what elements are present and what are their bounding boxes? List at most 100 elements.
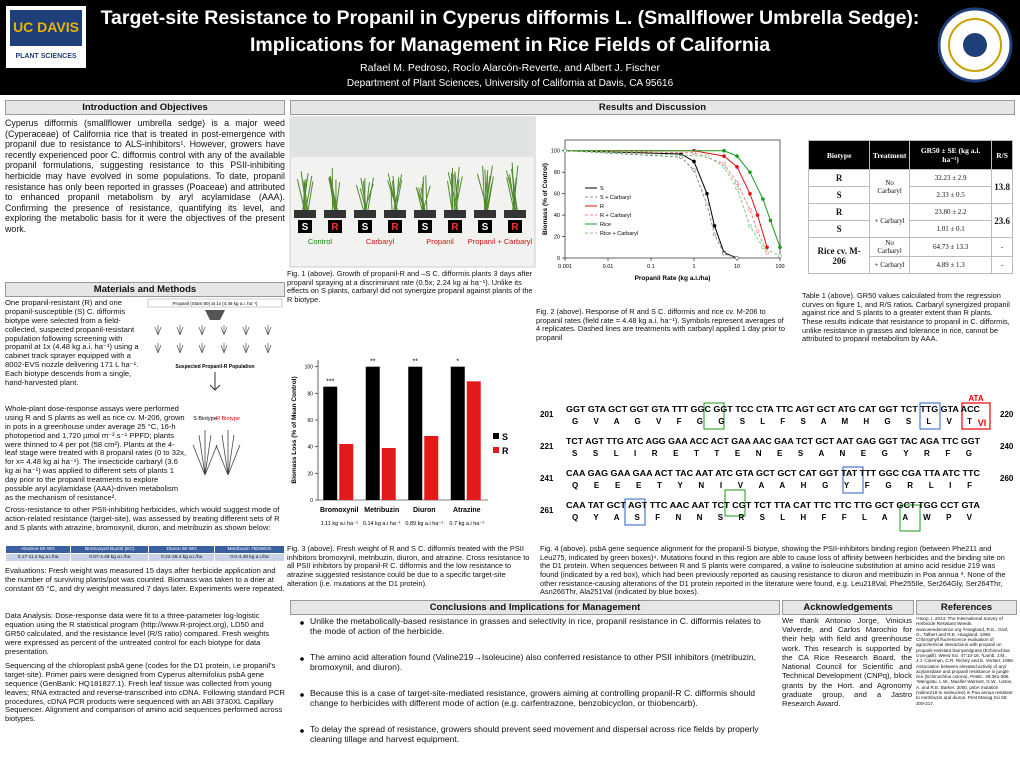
- legend-label: S: [600, 186, 604, 192]
- y-tick-label: 80: [554, 170, 560, 176]
- dose-label: 0.89 kg a.i ha⁻¹: [405, 521, 443, 527]
- nucleotides: GGT GTA GCT GGT GTA TTT GGC GGT TCC CTA …: [566, 405, 980, 414]
- bar: [408, 366, 423, 500]
- nucleotides: CAA GAG GAA GAA ACT TAC AAT ATC GTA GCT …: [566, 469, 980, 478]
- bullet: [300, 729, 304, 733]
- pot-label-box: [358, 220, 372, 233]
- binding-box: [899, 504, 921, 532]
- x-axis-label: Propanil Rate (kg a.i./ha): [635, 275, 711, 282]
- x-tick-label: 100: [775, 264, 784, 270]
- x-tick-label: Atrazine: [453, 507, 481, 514]
- bar: [323, 386, 338, 500]
- pot-label-box: [478, 220, 492, 233]
- significance: **: [370, 359, 376, 366]
- table-cell: 0.22-28.4 kg a.i./ha: [148, 553, 215, 562]
- bullet-text: Unlike the metabolically-based resistanc…: [310, 617, 761, 636]
- pot: [414, 210, 436, 218]
- paragraph: ¹Hoop, I. 2014. The International Survey…: [916, 616, 1015, 706]
- gr50-table: Biotype Treatment GR50 ± SE (kg a.i. ha⁻¹)…: [807, 140, 1013, 274]
- diagram-label: Suspected Propanil-R Population: [175, 364, 254, 370]
- plant-icon: [154, 325, 162, 336]
- y-tick-label: 0: [557, 256, 560, 262]
- table-cell: 23.6: [991, 203, 1013, 238]
- table-cell: + Carbaryl: [869, 203, 911, 238]
- table-cell: -: [991, 256, 1013, 274]
- paragraph: Cross-resistance to other PSII-inhibitin…: [5, 506, 280, 532]
- table-cell: Bromoxynil Buctril (EC): [70, 545, 150, 554]
- mutation-box: [961, 402, 991, 430]
- y-tick-label: 60: [307, 418, 313, 424]
- pot: [384, 210, 406, 218]
- plant-icon: [220, 343, 228, 354]
- nucleotides: CAA TAT GCT AGT TTC AAC AAT TCT CGT TCT …: [566, 501, 980, 510]
- table-cell: 23.80 ± 2.2: [909, 203, 993, 221]
- y-axis-label: Biomass (% of Control): [542, 163, 549, 235]
- leaf: [355, 184, 365, 213]
- y-tick-label: 40: [307, 445, 313, 451]
- authors: Rafael M. Pedroso, Rocío Alarcón-Reverte…: [360, 62, 660, 74]
- fig4: ATA VI 201 220 GGT GTA GCT GGT GTA TTT GGC G…: [540, 394, 1014, 532]
- pot-label: S: [302, 222, 309, 233]
- significance: **: [413, 359, 419, 366]
- x-tick-label: 0.01: [603, 264, 614, 270]
- point: [679, 155, 683, 159]
- fig1-plants: [294, 162, 526, 218]
- y-tick-label: 100: [551, 149, 560, 155]
- binding-box: [703, 402, 725, 430]
- point: [692, 159, 696, 164]
- bullet: [300, 693, 304, 697]
- significance: ***: [326, 379, 334, 386]
- caption: Fig. 4 (above). psbA gene sequence align…: [540, 545, 1006, 597]
- group-label: Control: [308, 237, 333, 246]
- leaf: [329, 182, 336, 213]
- plant-icon: [198, 343, 206, 354]
- table-cell: Metribuzin 75DWDG: [214, 545, 285, 554]
- section-heading: Materials and Methods: [5, 282, 285, 297]
- x-tick-label: Metribuzin: [364, 507, 399, 514]
- pot: [294, 210, 316, 218]
- point: [705, 191, 709, 196]
- table-cell: R: [807, 203, 871, 221]
- pot-label-box: [328, 220, 342, 233]
- position: 220: [1000, 410, 1014, 419]
- paragraph: Whole-plant dose-response assays were pe…: [5, 405, 187, 502]
- nucleotides: TCT AGT TTG ATC AGG GAA ACC ACT GAA AAC …: [566, 437, 980, 446]
- y-tick-label: 20: [554, 235, 560, 241]
- position: 241: [540, 474, 554, 483]
- pot-label-box: [508, 220, 522, 233]
- leaf: [511, 162, 516, 213]
- plot-area: [564, 139, 781, 259]
- point: [761, 197, 765, 201]
- table-header: Biotype: [807, 140, 871, 170]
- point: [768, 218, 773, 223]
- plant-icon: [264, 325, 272, 336]
- table-cell: -: [991, 237, 1013, 257]
- table-cell: 0.07-4.48 kg a.i./ha: [70, 553, 150, 562]
- y-tick-label: 20: [307, 471, 313, 477]
- logo-text: UC DAVIS: [13, 19, 79, 35]
- legend-label: R: [502, 446, 509, 456]
- point: [735, 186, 739, 191]
- point: [748, 207, 752, 212]
- leaf: [454, 171, 458, 213]
- significance: *: [456, 359, 459, 366]
- fig1: S R S R S R S R Control Carbaryl Propanil Propanil …: [298, 220, 533, 246]
- table-cell: No Carbaryl: [869, 237, 911, 257]
- caption: Fig. 1 (above). Growth of propanil-R and…: [287, 270, 533, 304]
- bar: [381, 448, 396, 500]
- table-cell: No Carbaryl: [869, 169, 911, 204]
- table-header: GR50 ± SE (kg a.i. ha⁻¹): [909, 140, 993, 170]
- paragraph: Data Analysis: Dose-response data were f…: [5, 612, 270, 656]
- leaf: [486, 176, 494, 213]
- position: 261: [540, 506, 554, 515]
- leaf: [365, 182, 370, 213]
- point: [761, 245, 765, 250]
- position: 221: [540, 442, 554, 451]
- bullet-text: To delay the spread of resistance, growe…: [310, 725, 759, 744]
- section-heading: Results and Discussion: [290, 100, 1015, 115]
- point: [712, 224, 717, 228]
- point: [722, 165, 726, 169]
- caption: Table 1 (above). GR50 values calculated …: [802, 292, 1010, 344]
- mutation-box-blue: [919, 402, 941, 430]
